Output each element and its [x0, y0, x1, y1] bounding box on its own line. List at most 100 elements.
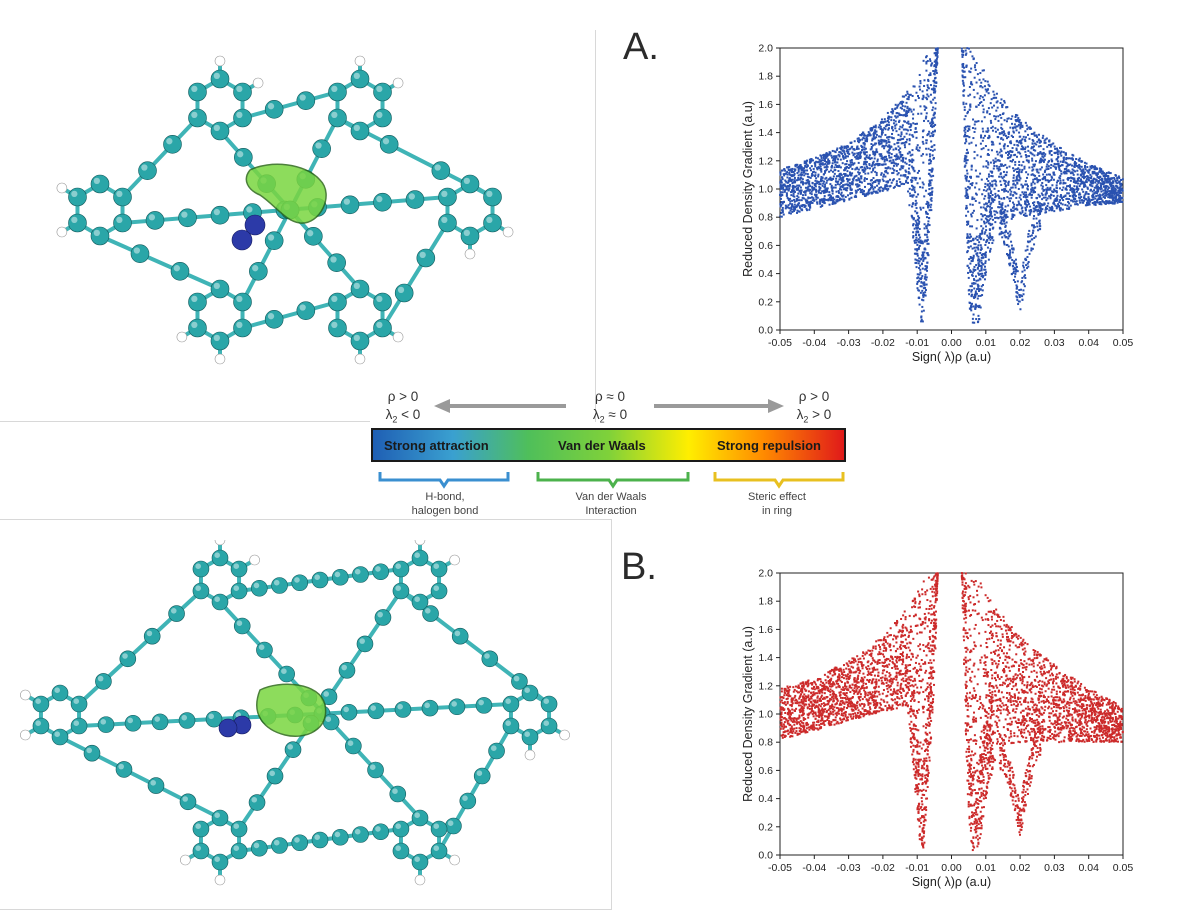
scatter-point	[840, 173, 843, 176]
scatter-point	[925, 112, 928, 115]
scatter-point	[1116, 177, 1119, 180]
scatter-point	[1033, 131, 1036, 134]
scatter-point	[873, 143, 876, 146]
carbon-atom	[291, 574, 309, 592]
scatter-point	[914, 601, 917, 604]
carbon-atom	[451, 627, 469, 645]
scatter-point	[917, 215, 920, 218]
x-axis-label: Sign( λ)ρ (a.u)	[912, 350, 991, 364]
scatter-point	[1024, 153, 1027, 156]
scatter-point	[865, 136, 868, 139]
scatter-point	[987, 173, 990, 176]
carbon-atom	[340, 195, 360, 215]
scatter-point	[906, 177, 909, 180]
scatter-point	[1045, 173, 1048, 176]
scatter-point	[990, 190, 993, 193]
scatter-point	[1110, 189, 1113, 192]
scatter-point	[980, 81, 983, 84]
carbon-atom-highlight	[543, 720, 550, 726]
scatter-point	[935, 62, 938, 65]
scatter-point	[924, 291, 927, 294]
scatter-point	[912, 117, 915, 120]
scatter-point	[1032, 178, 1035, 181]
scatter-point	[888, 146, 891, 149]
scatter-point	[908, 204, 911, 207]
scatter-point	[1005, 106, 1008, 109]
scatter-point	[1026, 255, 1029, 258]
scatter-point	[1044, 175, 1047, 178]
scatter-point	[1017, 123, 1020, 126]
scatter-point	[914, 122, 917, 125]
scatter-point	[851, 182, 854, 185]
scatter-point	[1008, 156, 1011, 159]
carbon-atom	[178, 208, 197, 228]
scatter-point	[1040, 166, 1043, 169]
scatter-point	[917, 94, 920, 97]
scatter-point	[880, 140, 883, 143]
hydrogen-atom	[252, 77, 264, 89]
scatter-point	[831, 162, 834, 165]
scatter-point	[1065, 158, 1068, 161]
scatter-point	[933, 88, 936, 91]
scatter-point	[975, 279, 978, 282]
scatter-point	[929, 695, 932, 698]
scatter-point	[799, 186, 802, 189]
scatter-point	[887, 187, 890, 190]
scatter-point	[794, 205, 797, 208]
scatter-point	[795, 198, 798, 201]
scatter-point	[1065, 167, 1068, 170]
scatter-point	[886, 181, 889, 184]
scatter-point	[1099, 188, 1102, 191]
scatter-point	[970, 168, 973, 171]
scatter-point	[1010, 186, 1013, 189]
scatter-point	[788, 173, 791, 176]
carbon-atom	[367, 702, 385, 720]
scatter-point	[933, 84, 936, 87]
scatter-point	[999, 163, 1002, 166]
scatter-point	[1063, 156, 1066, 159]
scatter-point	[808, 208, 811, 211]
carbon-atom-highlight	[433, 563, 440, 569]
scatter-point	[983, 220, 986, 223]
scatter-point	[1053, 189, 1056, 192]
scatter-point	[966, 251, 969, 254]
scatter-point	[1003, 231, 1006, 234]
carbon-atom-highlight	[463, 177, 470, 185]
scatter-point	[916, 239, 919, 242]
scatter-point	[1101, 199, 1104, 202]
scatter-point	[970, 67, 973, 70]
scatter-point	[1014, 184, 1017, 187]
scatter-point	[790, 731, 793, 734]
scatter-point	[1084, 168, 1087, 171]
scatter-point	[975, 227, 978, 230]
scatter-point	[989, 102, 992, 105]
scatter-point	[1058, 207, 1061, 210]
carbon-atom	[151, 713, 169, 731]
scatter-point	[915, 248, 918, 251]
carbon-atom	[51, 728, 69, 746]
scatter-point	[1021, 298, 1024, 301]
scatter-point	[1008, 264, 1011, 267]
carbon-atom	[473, 767, 491, 785]
scatter-point	[1096, 185, 1099, 188]
scatter-point	[886, 172, 889, 175]
scatter-point	[986, 80, 989, 83]
scatter-point	[1093, 186, 1096, 189]
scatter-point	[1008, 249, 1011, 252]
scatter-point	[1024, 180, 1027, 183]
scatter-point	[1038, 195, 1041, 198]
scatter-point	[1050, 160, 1053, 163]
scatter-point	[1054, 147, 1057, 150]
scatter-point	[916, 231, 919, 234]
bond	[77, 589, 203, 706]
scatter-point	[1005, 189, 1008, 192]
scatter-point	[926, 686, 929, 689]
carbon-atom	[392, 582, 410, 600]
scatter-point	[788, 171, 791, 174]
scatter-point	[901, 142, 904, 145]
scatter-point	[1121, 178, 1124, 181]
scatter-point	[844, 153, 847, 156]
scatter-point	[1015, 192, 1018, 195]
scatter-point	[908, 133, 911, 136]
scatter-point	[987, 148, 990, 151]
